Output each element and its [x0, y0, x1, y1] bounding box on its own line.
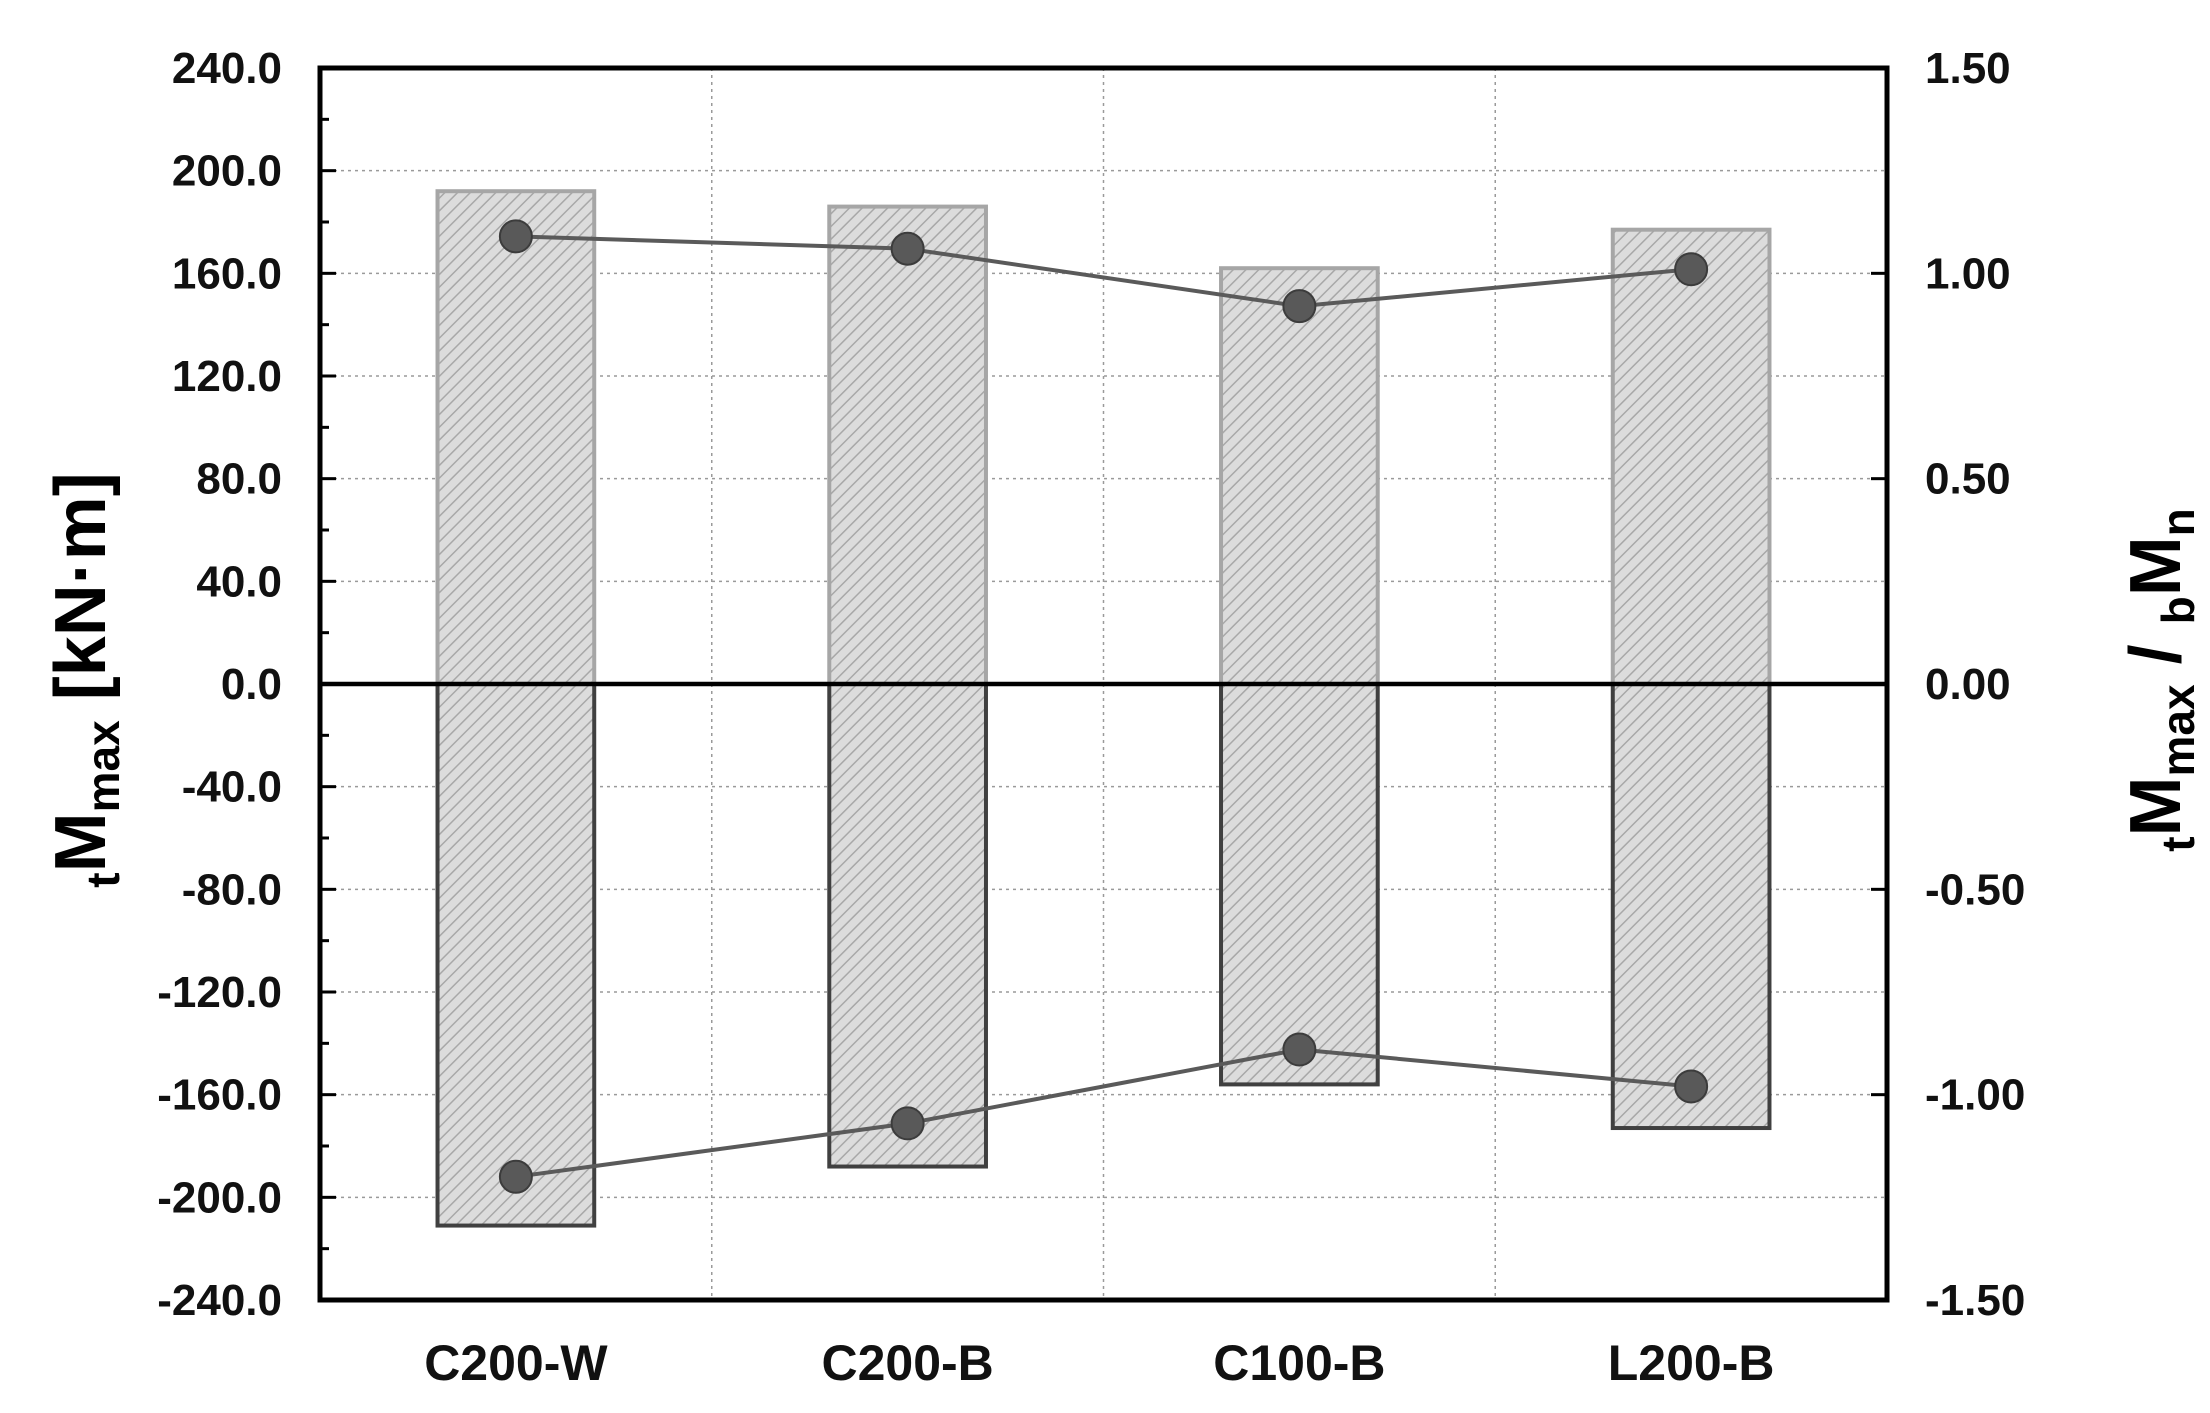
ratio-marker — [1674, 1069, 1709, 1104]
y2-tick-label: 0.50 — [1925, 455, 2011, 504]
bars — [435, 189, 1772, 1228]
negative-bar — [827, 682, 988, 1169]
y2-tick-label: -1.50 — [1925, 1276, 2025, 1325]
ratio-marker — [498, 219, 533, 254]
positive-bar — [1610, 227, 1772, 686]
ratio-line — [515, 234, 1692, 309]
y2-axis-title: tMmax / bMn — [2116, 508, 2204, 852]
y-tick-label: -240.0 — [157, 1276, 282, 1325]
line-series — [498, 219, 1709, 1194]
x-category-label: C100-B — [1213, 1335, 1385, 1391]
y-tick-label: -80.0 — [182, 865, 282, 914]
y-tick-label: 240.0 — [172, 44, 282, 93]
y2-axis-title-main: M — [2116, 776, 2196, 836]
negative-bar — [435, 682, 597, 1228]
y-tick-label: 120.0 — [172, 352, 282, 401]
y2-axis-title-sep: / — [2116, 624, 2196, 684]
positive-bar — [827, 204, 988, 686]
y-tick-label: 40.0 — [196, 557, 282, 606]
y-tick-label: -200.0 — [157, 1173, 282, 1222]
y2-axis-title-main2: M — [2116, 536, 2196, 596]
y-axis-title-main: M — [41, 812, 121, 872]
y2-tick-label: 1.00 — [1925, 249, 2011, 298]
y-tick-label: -40.0 — [182, 763, 282, 812]
positive-bar — [435, 189, 597, 686]
negative-bar — [1610, 682, 1772, 1131]
ratio-marker — [890, 1106, 925, 1141]
x-category-label: C200-W — [424, 1335, 608, 1391]
ratio-line — [515, 1047, 1692, 1179]
y-tick-label: -120.0 — [157, 968, 282, 1017]
y-axis-title-presub: t — [77, 872, 129, 887]
y2-tick-label: 1.50 — [1925, 44, 2011, 93]
y-tick-label: 160.0 — [172, 249, 282, 298]
x-category-label: C200-B — [821, 1335, 993, 1391]
y2-tick-label: 0.00 — [1925, 660, 2011, 709]
y2-axis-title-presub2: b — [2152, 596, 2204, 624]
ratio-marker — [890, 231, 925, 266]
y2-tick-label: -1.00 — [1925, 1071, 2025, 1120]
y-tick-label: 200.0 — [172, 147, 282, 196]
y-axis-title-sub: max — [77, 720, 129, 812]
ratio-marker — [1282, 289, 1317, 324]
y-axis-title: tMmax [kN·m] — [41, 472, 129, 887]
y2-tick-label: -0.50 — [1925, 865, 2025, 914]
ratio-marker — [498, 1159, 533, 1194]
negative-bar — [1219, 682, 1380, 1087]
ratio-marker — [1674, 252, 1709, 287]
y2-axis-title-sub2: n — [2152, 508, 2204, 536]
y-tick-label: -160.0 — [157, 1071, 282, 1120]
x-category-label: L200-B — [1608, 1335, 1775, 1391]
axes — [317, 65, 1890, 1303]
ratio-marker — [1282, 1032, 1317, 1067]
y-axis-title-unit: [kN·m] — [41, 472, 121, 720]
y-tick-label: 80.0 — [196, 455, 282, 504]
y2-axis-title-presub: t — [2152, 836, 2204, 851]
positive-bar — [1219, 266, 1380, 686]
y2-axis-title-sub: max — [2152, 684, 2204, 776]
tick-labels: 240.0 200.0 160.0 120.0 80.0 40.0 0.0 -40.0 -80.… — [157, 44, 2025, 1391]
y-tick-label: 0.0 — [221, 660, 282, 709]
